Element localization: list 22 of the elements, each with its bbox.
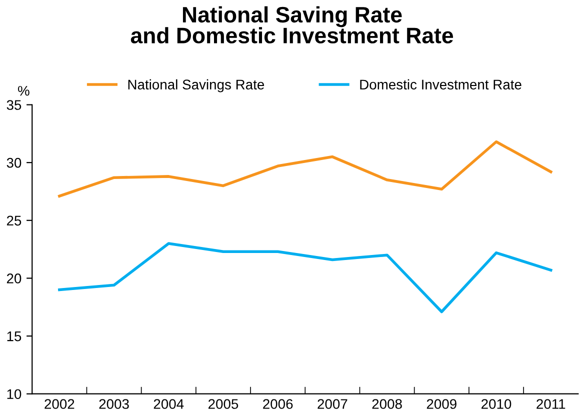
- x-tick-label: 2010: [482, 399, 512, 409]
- x-tick-label: 2005: [208, 399, 238, 409]
- y-tick-label: 30: [6, 158, 22, 168]
- x-tick-label: 2004: [154, 399, 184, 409]
- x-tick-label: 2008: [372, 399, 402, 409]
- line-series: [58, 140, 552, 198]
- y-tick-label: 35: [6, 100, 22, 110]
- legend-label: National Savings Rate: [128, 79, 264, 92]
- y-tick-label: 25: [6, 216, 22, 226]
- x-tick-label: 2007: [318, 399, 348, 409]
- x-tick-label: 2009: [426, 399, 456, 409]
- line-series: [58, 242, 552, 314]
- y-axis-title: %: [18, 86, 30, 96]
- x-tick-label: 2006: [263, 399, 293, 409]
- legend-label: Domestic Investment Rate: [360, 79, 522, 90]
- y-tick-label: 15: [7, 332, 22, 342]
- y-tick-label: 20: [6, 274, 22, 284]
- x-tick-label: 2011: [536, 399, 566, 409]
- y-tick-label: 10: [7, 389, 22, 400]
- chart-title: National Saving Rate and Domestic Investment Rate: [130, 6, 454, 44]
- x-tick-label: 2003: [99, 399, 129, 409]
- x-tick-label: 2002: [44, 399, 74, 409]
